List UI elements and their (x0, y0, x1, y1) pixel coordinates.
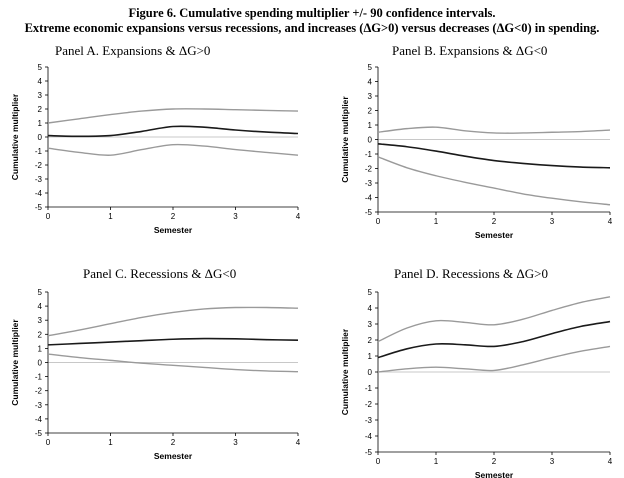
panel-d-upper-band-line (377, 296, 611, 343)
panel-b-y-tick-label: 2 (368, 107, 373, 116)
panel-d-multiplier-line (377, 320, 611, 359)
panel-b-upper-band-line (377, 126, 611, 134)
panel-d-y-tick-label: -1 (365, 384, 373, 393)
figure-title-line1: Figure 6. Cumulative spending multiplier… (128, 6, 496, 20)
panel-b-y-tick-label: 0 (368, 136, 373, 145)
panel-d-y-tick-label: 0 (368, 368, 373, 377)
panel-c-y-tick-label: 2 (38, 330, 43, 339)
panel-a-y-tick-label: -2 (35, 161, 43, 170)
panel-a-x-tick-label: 2 (171, 212, 176, 221)
panel-c-y-tick-label: -1 (35, 373, 43, 382)
panel-c-y-tick-label: 0 (38, 359, 43, 368)
panel-a-y-tick-label: 3 (38, 91, 43, 100)
panel-b-y-tick-label: 4 (368, 78, 373, 87)
panel-a-y-tick-label: 5 (38, 63, 43, 72)
panel-d-x-tick-label: 1 (434, 457, 439, 466)
panel-c-title: Panel C. Recessions & ΔG<0 (83, 266, 237, 281)
panel-b-x-tick-label: 2 (492, 217, 497, 226)
panel-c-x-tick-label: 4 (296, 438, 301, 447)
panel-c-y-tick-label: -4 (35, 415, 43, 424)
panel-d-x-tick-label: 4 (608, 457, 613, 466)
panel-c-y-axis-label: Cumulative multiplier (10, 319, 20, 406)
panel-d-y-tick-label: 4 (368, 304, 373, 313)
panel-a-upper-band-line (47, 108, 299, 124)
panel-d-y-tick-label: 1 (368, 352, 373, 361)
panel-c-multiplier-line (47, 337, 299, 346)
panel-b-x-tick-label: 4 (608, 217, 613, 226)
panel-a-y-tick-label: -5 (35, 203, 43, 212)
panel-a-y-axis-label: Cumulative multiplier (10, 93, 20, 180)
panel-a-y-tick-label: 1 (38, 119, 43, 128)
panel-b-x-axis-label: Semester (475, 230, 514, 240)
panel-b-lower-band-line (377, 156, 611, 206)
panel-b-y-tick-label: -1 (365, 150, 373, 159)
panel-b-y-tick-label: -5 (365, 208, 373, 217)
panel-c-y-tick-label: 1 (38, 344, 43, 353)
panel-a-x-tick-label: 4 (296, 212, 301, 221)
panel-b-y-tick-label: -3 (365, 179, 373, 188)
panel-c-x-tick-label: 3 (233, 438, 238, 447)
panel-a-x-axis-label: Semester (154, 225, 193, 235)
panel-a-multiplier-line (47, 125, 299, 138)
panel-c-y-tick-label: -5 (35, 429, 43, 438)
panel-d-title: Panel D. Recessions & ΔG>0 (394, 266, 548, 281)
panel-c-y-tick-label: -2 (35, 387, 43, 396)
panel-b-y-tick-label: -4 (365, 194, 373, 203)
panel-b-y-tick-label: 1 (368, 121, 373, 130)
panel-d-x-tick-label: 0 (376, 457, 381, 466)
panel-b-y-tick-label: -2 (365, 165, 373, 174)
panel-d-x-tick-label: 2 (492, 457, 497, 466)
panel-a-y-tick-label: 2 (38, 105, 43, 114)
panel-d-y-tick-label: 2 (368, 336, 373, 345)
panel-b-x-tick-label: 3 (550, 217, 555, 226)
panel-d-y-tick-label: -5 (365, 448, 373, 457)
figure-title-line2: Extreme economic expansions versus reces… (24, 21, 600, 35)
panel-a-y-tick-label: -4 (35, 189, 43, 198)
panel-a-y-tick-label: -1 (35, 147, 43, 156)
panel-a-x-tick-label: 0 (46, 212, 51, 221)
panel-c-x-tick-label: 0 (46, 438, 51, 447)
panel-c-y-tick-label: 3 (38, 316, 43, 325)
panel-b-y-tick-label: 5 (368, 63, 373, 72)
panel-d-x-axis-label: Semester (475, 470, 514, 478)
panel-b-title: Panel B. Expansions & ΔG<0 (392, 43, 548, 58)
panel-d-y-tick-label: 3 (368, 320, 373, 329)
panel-c-x-tick-label: 1 (108, 438, 113, 447)
panel-b-x-tick-label: 1 (434, 217, 439, 226)
panel-a-y-tick-label: 4 (38, 77, 43, 86)
panel-a-title: Panel A. Expansions & ΔG>0 (55, 43, 211, 58)
panel-a-x-tick-label: 1 (108, 212, 113, 221)
panel-d-y-tick-label: 5 (368, 288, 373, 297)
panel-b-y-tick-label: 3 (368, 92, 373, 101)
panel-a-x-tick-label: 3 (233, 212, 238, 221)
panel-c-y-tick-label: 4 (38, 302, 43, 311)
panel-b-x-tick-label: 0 (376, 217, 381, 226)
panel-d-lower-band-line (377, 345, 611, 373)
panel-c-upper-band-line (47, 306, 299, 337)
panel-c-x-axis-label: Semester (154, 451, 193, 461)
panel-d-y-tick-label: -3 (365, 416, 373, 425)
panel-a-lower-band-line (47, 143, 299, 156)
panel-c-x-tick-label: 2 (171, 438, 176, 447)
panel-a-y-tick-label: 0 (38, 133, 43, 142)
panel-b-y-axis-label: Cumulative multiplier (340, 96, 350, 183)
panel-a-y-tick-label: -3 (35, 175, 43, 184)
panel-d-y-tick-label: -2 (365, 400, 373, 409)
panel-d-y-tick-label: -4 (365, 432, 373, 441)
panel-c-y-tick-label: -3 (35, 401, 43, 410)
panel-d-y-axis-label: Cumulative multiplier (340, 328, 350, 415)
panel-b-multiplier-line (377, 143, 611, 169)
panel-d-x-tick-label: 3 (550, 457, 555, 466)
panel-c-lower-band-line (47, 353, 299, 373)
panel-c-y-tick-label: 5 (38, 288, 43, 297)
